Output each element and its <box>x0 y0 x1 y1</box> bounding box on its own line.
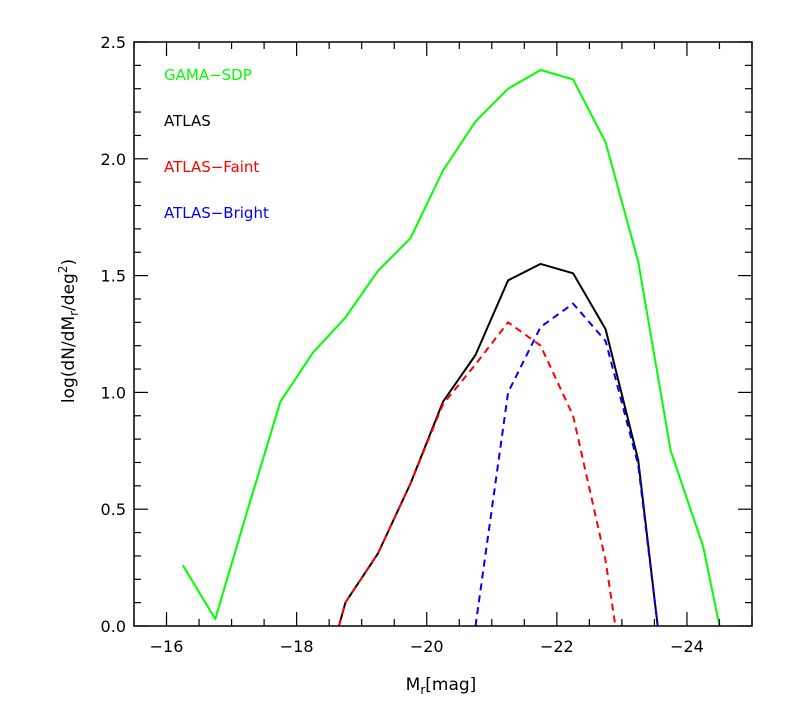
legend-entry-2: ATLAS−Faint <box>164 158 259 176</box>
x-axis-label-rest: [mag] <box>425 675 476 695</box>
y-tick-label: 1.0 <box>101 383 126 402</box>
x-tick-label: −18 <box>280 637 314 656</box>
series-line-2 <box>337 321 617 626</box>
series-layer <box>181 69 721 626</box>
legend-entry-1: ATLAS <box>164 112 211 130</box>
series-line-3 <box>474 302 659 626</box>
legend: GAMA−SDP ATLAS ATLAS−Faint ATLAS−Bright <box>164 66 269 222</box>
x-axis-label-main: M <box>406 675 421 695</box>
y-axis-label: log(dN/dMr/deg2) <box>56 259 81 403</box>
y-tick-label: 0.5 <box>101 500 126 519</box>
y-tick-label: 0.0 <box>101 617 126 636</box>
axes-layer: −16 −18 −20 −22 −24 0.0 0.5 1.0 1.5 2.0 2.5 <box>101 33 753 656</box>
x-axis-label: Mr[mag] <box>406 675 477 697</box>
x-tick-label: −20 <box>410 637 444 656</box>
y-tick-label: 1.5 <box>101 267 126 286</box>
series-line-1 <box>337 262 659 626</box>
y-tick-label: 2.5 <box>101 33 126 52</box>
plot-frame <box>133 41 753 627</box>
series-line-0 <box>181 69 721 626</box>
y-tick-label: 2.0 <box>101 150 126 169</box>
y-axis-label-c: ) <box>59 259 79 266</box>
x-tick-label: −24 <box>670 637 704 656</box>
y-axis-label-sup: 2 <box>56 266 70 274</box>
x-tick-label: −22 <box>540 637 574 656</box>
x-axis-label-sub: r <box>420 683 425 697</box>
y-axis-label-a: log(dN/dM <box>59 316 79 403</box>
x-tick-label: −16 <box>150 637 184 656</box>
legend-entry-3: ATLAS−Bright <box>164 204 269 222</box>
legend-entry-0: GAMA−SDP <box>164 66 252 84</box>
y-axis-label-sub: r <box>67 311 81 316</box>
y-axis-label-b: /deg <box>59 273 79 311</box>
